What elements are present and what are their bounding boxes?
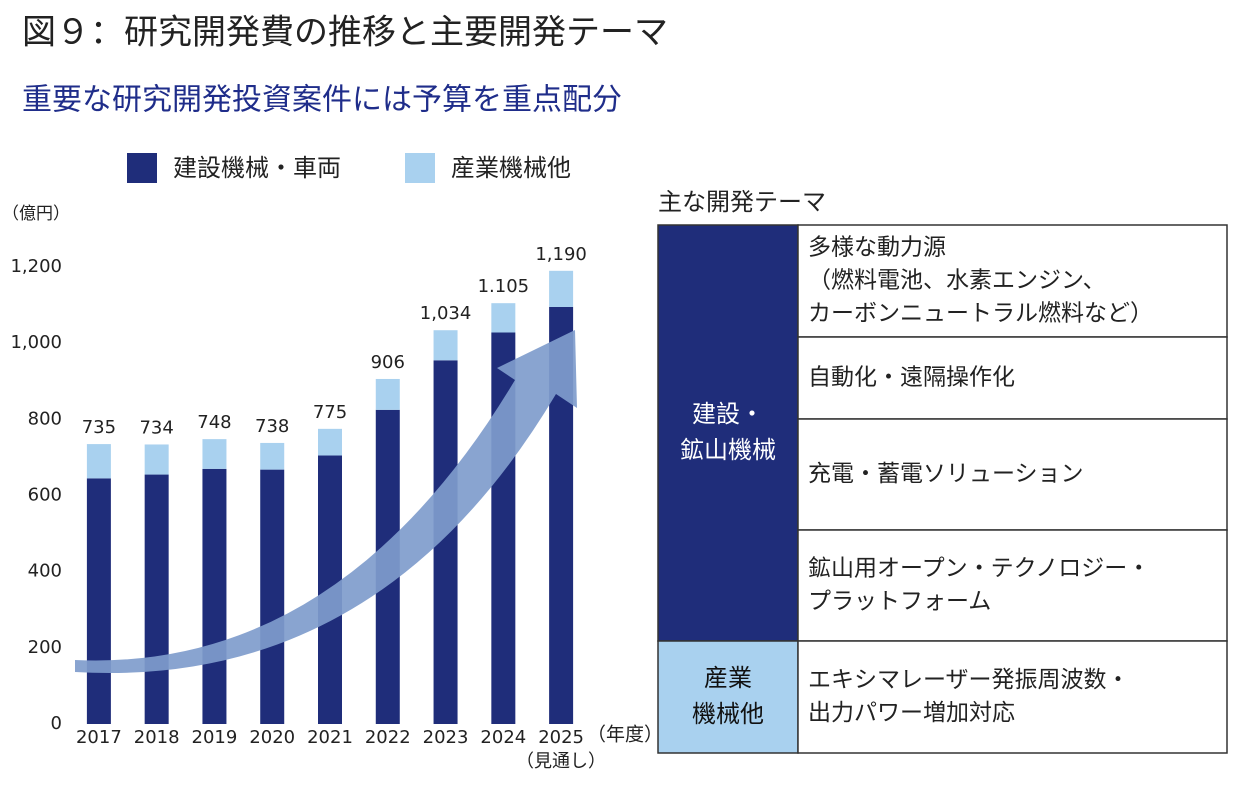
y-tick-label: 400 xyxy=(28,561,62,582)
x-tick-label: 2018 xyxy=(134,727,180,748)
y-tick-label: 800 xyxy=(28,408,62,429)
y-tick-label: 0 xyxy=(51,713,62,734)
legend-swatch xyxy=(127,153,157,183)
group-label: 機械他 xyxy=(692,700,764,728)
x-tick-label: 2020 xyxy=(249,727,295,748)
total-label: 735 xyxy=(82,417,116,438)
bar-segment xyxy=(549,270,574,307)
chart-subtitle: 重要な研究開発投資案件には予算を重点配分 xyxy=(22,83,622,118)
x-tick-label: 2024 xyxy=(480,727,526,748)
bar-segment xyxy=(86,478,111,724)
theme-text: エキシマレーザー発振周波数・ xyxy=(808,667,1130,693)
y-tick-label: 1,000 xyxy=(10,332,62,353)
x-unit: （年度） xyxy=(587,724,663,746)
bar-segment xyxy=(144,474,169,724)
total-label: 1,034 xyxy=(420,303,472,324)
legend-label: 建設機械・車両 xyxy=(173,154,341,182)
theme-text: 多様な動力源 xyxy=(808,235,946,261)
x-tick-label: 2021 xyxy=(307,727,353,748)
y-unit: （億円） xyxy=(2,204,70,224)
theme-text: プラットフォーム xyxy=(808,589,991,615)
theme-text: カーボンニュートラル燃料など） xyxy=(808,301,1153,327)
theme-cell xyxy=(797,529,1228,642)
legend-swatch xyxy=(405,153,435,183)
x-tick-label: 2019 xyxy=(192,727,238,748)
bar-segment xyxy=(202,468,227,724)
x-tick-label: 2017 xyxy=(76,727,122,748)
theme-cell xyxy=(797,336,1228,420)
theme-text: 出力パワー増加対応 xyxy=(808,700,1015,726)
bar-segment xyxy=(260,442,285,470)
x-tick-label: 2023 xyxy=(423,727,469,748)
chart-title: 図９：研究開発費の推移と主要開発テーマ xyxy=(22,13,668,53)
bar-segment xyxy=(86,444,111,479)
bar-segment xyxy=(491,303,516,333)
bar-segment xyxy=(433,330,458,361)
total-label: 1.105 xyxy=(478,276,530,297)
theme-text: 自動化・遠隔操作化 xyxy=(808,365,1015,391)
total-label: 1,190 xyxy=(535,244,587,265)
legend-label: 産業機械他 xyxy=(451,154,571,182)
forecast-note: （見通し） xyxy=(516,751,606,772)
growth-arrow xyxy=(75,330,577,674)
group-cell xyxy=(657,224,799,642)
theme-text: 充電・蓄電ソリューション xyxy=(808,461,1084,487)
total-label: 748 xyxy=(197,412,231,433)
group-label: 産業 xyxy=(704,664,752,692)
bar-segment xyxy=(375,378,400,410)
theme-text: （燃料電池、水素エンジン、 xyxy=(808,268,1106,294)
y-tick-label: 600 xyxy=(28,485,62,506)
group-label: 鉱山機械 xyxy=(680,436,776,464)
group-label: 建設・ xyxy=(692,400,764,428)
bar-segment xyxy=(144,444,169,475)
theme-cell xyxy=(797,224,1228,338)
group-cell xyxy=(657,640,799,754)
x-tick-label: 2022 xyxy=(365,727,411,748)
theme-cell xyxy=(797,418,1228,531)
bar-segment xyxy=(318,428,342,456)
total-label: 734 xyxy=(139,417,173,438)
bar-segment xyxy=(260,469,285,724)
x-tick-label: 2025 xyxy=(538,727,584,748)
theme-table: 建設・鉱山機械 多様な動力源 （燃料電池、水素エンジン、カーボンニュートラル燃料など… xyxy=(657,224,1228,754)
bar-segment xyxy=(202,439,227,469)
y-tick-label: 200 xyxy=(28,637,62,658)
table-title: 主な開発テーマ xyxy=(658,188,826,216)
theme-text: 鉱山用オープン・テクノロジー・ xyxy=(808,556,1150,582)
total-label: 775 xyxy=(313,402,347,423)
y-tick-label: 1,200 xyxy=(10,256,62,277)
total-label: 738 xyxy=(255,416,289,437)
theme-cell xyxy=(797,640,1228,754)
total-label: 906 xyxy=(371,352,405,373)
plot: 0 200 400 600 800 1,000 1,200 建設機械・車両 産業機械他 2017 7… xyxy=(10,153,587,748)
